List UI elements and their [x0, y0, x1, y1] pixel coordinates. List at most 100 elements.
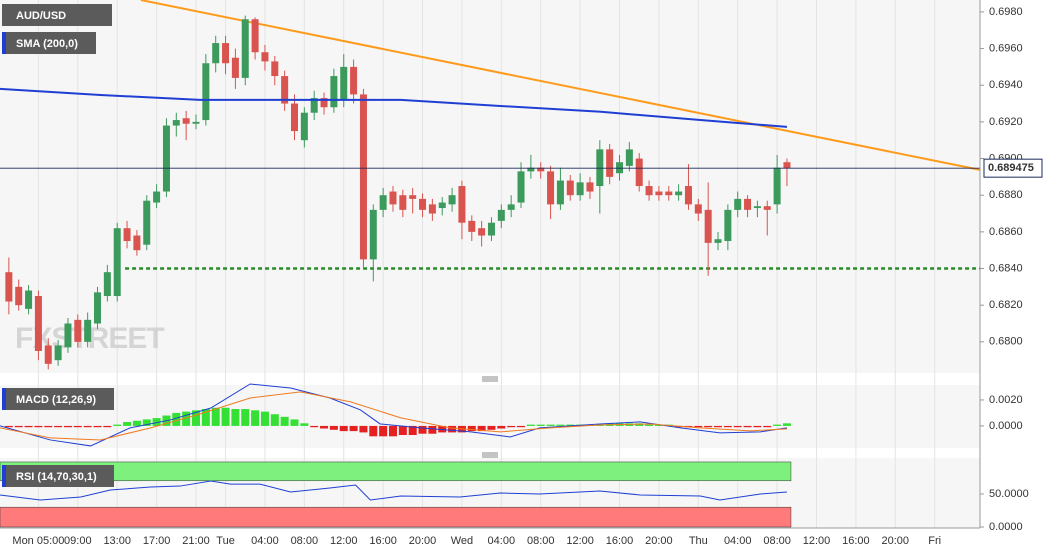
histogram-bar: [182, 411, 191, 426]
candle-body: [123, 228, 131, 242]
candle-body: [635, 158, 643, 187]
macd-label: MACD (12,26,9): [16, 394, 96, 406]
y-tick-label: 0.6960: [989, 42, 1023, 54]
x-tick-label: 20:00: [882, 535, 910, 547]
sma-swatch: [2, 32, 6, 54]
macd-box[interactable]: [2, 388, 114, 410]
histogram-bar: [260, 411, 269, 426]
x-tick-label: 12:00: [803, 535, 831, 547]
x-tick-label: 08:00: [291, 535, 319, 547]
candle-body: [616, 162, 624, 174]
candle-body: [153, 191, 161, 203]
histogram-bar: [201, 409, 210, 426]
candle-body: [34, 296, 42, 352]
histogram-bar: [536, 424, 545, 426]
y-tick-label: 0.0020: [989, 394, 1023, 406]
x-tick-label: 16:00: [369, 535, 397, 547]
candle-body: [340, 66, 348, 100]
histogram-bar: [743, 425, 752, 428]
panel-handle[interactable]: [482, 376, 498, 382]
histogram-bar: [526, 424, 535, 426]
x-tick-label: Mon 05:00: [12, 535, 64, 547]
histogram-bar: [310, 425, 319, 428]
candle-body: [596, 149, 604, 187]
candle-body: [192, 121, 200, 124]
y-tick-label: 0.6920: [989, 116, 1023, 128]
histogram-bar: [93, 425, 102, 428]
histogram-bar: [507, 425, 516, 428]
x-tick-label: 12:00: [330, 535, 358, 547]
last-price-label: 0.689475: [988, 162, 1034, 174]
histogram-bar: [753, 425, 762, 428]
candle-body: [527, 167, 535, 172]
histogram-bar: [704, 425, 713, 428]
sma-label: SMA (200,0): [16, 38, 78, 50]
symbol-box[interactable]: [2, 4, 112, 26]
candle-body: [359, 94, 367, 260]
x-tick-label: 16:00: [842, 535, 870, 547]
x-tick-label: 09:00: [64, 535, 92, 547]
sma-line: [0, 87, 788, 128]
candle-body: [172, 120, 180, 126]
candle-body: [655, 191, 663, 196]
candle-body: [556, 180, 564, 205]
macd-line: [0, 383, 788, 447]
histogram-bar: [645, 424, 654, 426]
candle-body: [714, 239, 722, 243]
histogram-bar: [54, 425, 63, 428]
x-tick-label: 04:00: [251, 535, 279, 547]
histogram-bar: [369, 425, 378, 437]
histogram-bar: [379, 425, 388, 437]
candle-body: [143, 200, 151, 245]
histogram-bar: [467, 425, 476, 432]
candle-body: [320, 98, 328, 108]
candle-body: [497, 209, 505, 221]
candle-body: [684, 186, 692, 205]
x-tick-label: 17:00: [143, 535, 171, 547]
panel-handle[interactable]: [482, 452, 498, 458]
x-tick-label: 08:00: [527, 535, 555, 547]
drawn-line: [140, 0, 981, 171]
x-tick-label: 16:00: [606, 535, 634, 547]
candle-body: [586, 182, 594, 192]
rsi-swatch: [2, 465, 6, 487]
rsi-box[interactable]: [2, 465, 114, 487]
candle-body: [448, 195, 456, 205]
rsi-line: [0, 480, 787, 501]
histogram-bar: [270, 414, 279, 426]
rsi-label: RSI (14,70,30,1): [16, 471, 97, 483]
symbol-label: AUD/USD: [16, 10, 66, 22]
histogram-bar: [763, 425, 772, 428]
candle-body: [241, 19, 249, 78]
histogram-bar: [320, 425, 329, 429]
candle-body: [606, 149, 614, 177]
candle-body: [409, 195, 417, 199]
candle-body: [369, 209, 377, 260]
candle-body: [694, 204, 702, 214]
x-tick-label: Fri: [928, 535, 941, 547]
candle-body: [773, 167, 781, 205]
sma-box[interactable]: [2, 32, 96, 54]
histogram-bar: [103, 425, 112, 428]
histogram-bar: [152, 418, 161, 426]
candle-body: [438, 202, 446, 209]
candle-body: [517, 171, 525, 203]
histogram-bar: [44, 425, 53, 428]
candle-body: [202, 63, 210, 121]
histogram-bar: [359, 425, 368, 433]
y-tick-label: 50.0000: [989, 488, 1029, 500]
histogram-bar: [733, 425, 742, 428]
candle-body: [389, 191, 397, 205]
candle-body: [182, 118, 190, 124]
candle-body: [133, 235, 141, 251]
candle-body: [15, 286, 23, 306]
y-tick-label: 0.0000: [989, 420, 1023, 432]
candle-body: [468, 220, 476, 232]
candle-body: [566, 180, 574, 196]
candle-body: [84, 319, 92, 342]
histogram-bar: [723, 425, 732, 428]
candle-body: [734, 198, 742, 210]
histogram-bar: [477, 425, 486, 432]
histogram-bar: [566, 424, 575, 426]
histogram-bar: [329, 425, 338, 430]
